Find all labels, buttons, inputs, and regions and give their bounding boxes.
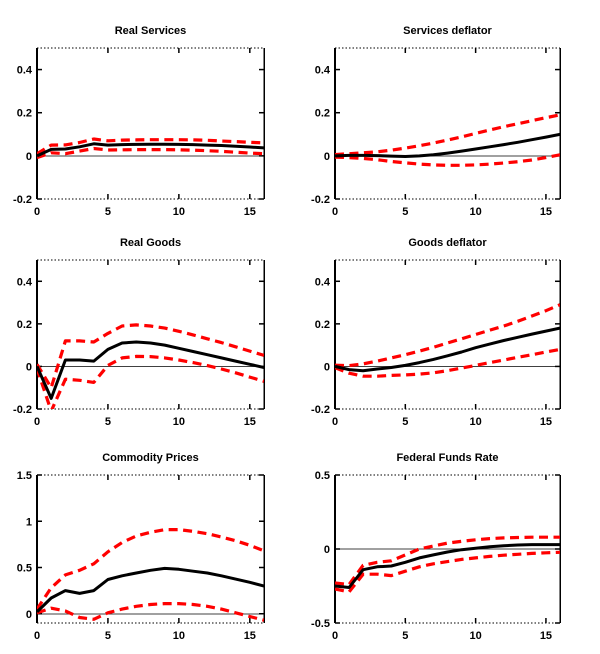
x-tick-label: 0: [34, 630, 40, 642]
x-tick-label: 0: [332, 416, 338, 428]
point-estimate-line: [37, 566, 264, 613]
chart-title-real-goods: Real Goods: [119, 237, 182, 249]
y-tick-label: 0.5: [315, 470, 330, 482]
y-tick-label: 0.2: [315, 319, 330, 331]
x-tick-label: 15: [540, 206, 552, 218]
y-tick-label: 0.4: [17, 276, 33, 288]
y-tick-label: 0.4: [315, 65, 331, 77]
x-tick-label: 5: [105, 416, 111, 428]
x-tick-label: 15: [540, 416, 552, 428]
x-tick-label: 15: [244, 630, 256, 642]
y-tick-label: 0: [26, 609, 32, 621]
x-tick-label: 10: [470, 206, 482, 218]
y-tick-label: 1: [26, 516, 32, 528]
chart-title-goods-deflator: Goods deflator: [408, 237, 487, 249]
point-estimate-line: [37, 340, 264, 400]
point-estimate-line: [335, 543, 560, 589]
y-tick-label: -0.2: [311, 404, 330, 416]
x-tick-label: 10: [470, 630, 482, 642]
x-tick-label: 0: [34, 416, 40, 428]
y-tick-label: 0: [26, 151, 32, 163]
upper-band-line: [335, 113, 560, 157]
point-estimate-line: [37, 142, 264, 158]
real-services-plot: -0.200.20.40 5 10 15: [13, 47, 265, 218]
y-tick-label: -0.2: [13, 194, 32, 206]
y-tick-label: 0: [26, 361, 32, 373]
lower-band-line: [37, 354, 264, 409]
upper-band-line: [37, 137, 264, 156]
x-tick-label: 5: [402, 630, 408, 642]
upper-band-line: [335, 303, 560, 368]
x-tick-label: 0: [332, 206, 338, 218]
x-tick-label: 10: [173, 206, 185, 218]
chart-title-federal-funds-rate: Federal Funds Rate: [396, 452, 499, 464]
chart-title-services-deflator: Services deflator: [403, 25, 492, 37]
y-tick-label: 0.4: [315, 276, 331, 288]
y-tick-label: -0.2: [311, 194, 330, 206]
x-tick-label: 5: [105, 206, 111, 218]
chart-title-real-services: Real Services: [114, 25, 187, 37]
y-tick-label: 0: [324, 544, 330, 556]
point-estimate-line: [335, 326, 560, 373]
upper-band-line: [37, 527, 264, 610]
x-tick-label: 0: [332, 630, 338, 642]
x-tick-label: 10: [173, 416, 185, 428]
upper-band-line: [37, 323, 264, 390]
federal-funds-rate-plot: -0.500.50 5 10 15: [311, 470, 561, 642]
real-goods-plot: -0.200.20.40 5 10 15: [13, 259, 265, 428]
y-tick-label: 1.5: [17, 470, 32, 482]
lower-band-line: [335, 550, 560, 594]
x-tick-label: 5: [402, 206, 408, 218]
x-tick-label: 0: [34, 206, 40, 218]
goods-deflator-plot: -0.200.20.40 5 10 15: [311, 259, 561, 428]
lower-band-line: [335, 153, 560, 167]
y-tick-label: 0: [324, 361, 330, 373]
y-tick-label: 0.2: [17, 319, 32, 331]
chart-title-commodity-prices: Commodity Prices: [102, 452, 199, 464]
y-tick-label: 0.2: [17, 108, 32, 120]
y-tick-label: 0.5: [17, 563, 32, 575]
x-tick-label: 15: [244, 416, 256, 428]
x-tick-label: 5: [402, 416, 408, 428]
x-tick-label: 5: [105, 630, 111, 642]
upper-band-line: [335, 535, 560, 587]
y-tick-label: 0.2: [315, 108, 330, 120]
lower-band-line: [37, 146, 264, 160]
y-tick-label: 0.4: [17, 65, 33, 77]
y-tick-label: 0: [324, 151, 330, 163]
y-tick-label: -0.5: [311, 618, 330, 630]
point-estimate-line: [335, 132, 560, 158]
x-tick-label: 10: [470, 416, 482, 428]
x-tick-label: 10: [173, 630, 185, 642]
x-tick-label: 15: [540, 630, 552, 642]
y-tick-label: -0.2: [13, 404, 32, 416]
services-deflator-plot: -0.200.20.40 5 10 15: [311, 47, 561, 218]
lower-band-line: [37, 602, 264, 622]
lower-band-line: [335, 347, 560, 378]
x-tick-label: 15: [244, 206, 256, 218]
commodity-prices-plot: 0 0.5 1 1.5 0 5 10 15: [17, 470, 265, 642]
